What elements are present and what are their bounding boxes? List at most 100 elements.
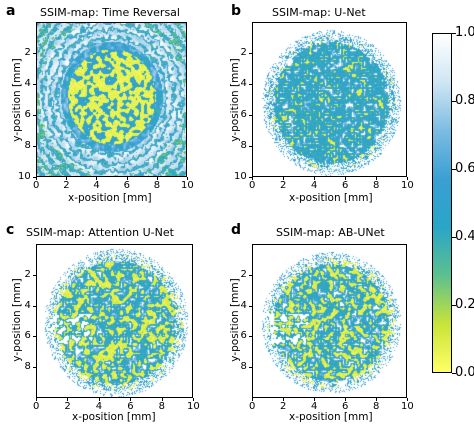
panel-title-b: SSIM-map: U-Net: [272, 6, 366, 19]
y-axis-label-c: y-position [mm]: [11, 278, 23, 362]
panel-a: a SSIM-map: Time Reversal y-position [mm…: [0, 0, 237, 215]
x-tick-mark: [283, 177, 284, 180]
x-tick-mark: [161, 398, 163, 401]
y-tick-label: 6: [24, 330, 31, 342]
y-tick-label: 10: [234, 171, 247, 182]
colorbar: [432, 33, 452, 373]
x-tick-label: 2: [280, 401, 287, 412]
x-axis-label-c: x-position [mm]: [72, 411, 156, 423]
y-tick-label: 4: [240, 78, 247, 89]
x-tick-mark: [193, 398, 194, 401]
x-tick-mark: [36, 398, 37, 401]
colorbar-tick-label: 0.6: [455, 161, 474, 176]
x-tick-mark: [345, 177, 346, 180]
x-tick-label: 4: [311, 180, 318, 191]
y-tick-mark: [249, 53, 252, 54]
x-tick-mark: [36, 177, 37, 180]
y-axis-label-d: y-position [mm]: [229, 278, 241, 362]
heatmap-plot-c: [36, 244, 193, 398]
heatmap-plot-b: [252, 22, 407, 177]
y-tick-label: 2: [240, 268, 247, 280]
y-tick-label: 10: [18, 171, 31, 182]
y-tick-mark: [33, 84, 36, 85]
y-tick-label: 6: [240, 109, 247, 120]
y-tick-label: 8: [240, 361, 247, 373]
y-tick-mark: [249, 274, 252, 276]
x-tick-mark: [126, 177, 128, 180]
x-tick-label: 0: [33, 180, 40, 191]
x-tick-label: 0: [33, 401, 40, 412]
y-tick-label: 4: [24, 299, 31, 311]
x-tick-label: 0: [249, 180, 256, 191]
y-tick-label: 2: [240, 47, 247, 58]
x-tick-label: 6: [127, 401, 134, 412]
x-axis-label-a: x-position [mm]: [68, 192, 152, 204]
y-tick-mark: [33, 146, 36, 147]
colorbar-tick-mark: [452, 237, 456, 238]
panel-c: c SSIM-map: Attention U-Net y-position […: [0, 0, 237, 423]
x-axis-label-d: x-position [mm]: [289, 411, 373, 423]
x-tick-mark: [376, 398, 377, 401]
y-tick-label: 4: [240, 299, 247, 311]
y-tick-label: 2: [24, 47, 31, 58]
x-tick-label: 8: [373, 401, 380, 412]
y-tick-label: 2: [24, 268, 31, 280]
heatmap-canvas-b: [253, 23, 406, 176]
panel-d: d SSIM-map: AB-UNet y-position [mm] x-po…: [0, 0, 414, 423]
x-tick-label: 8: [153, 180, 161, 191]
x-tick-mark: [283, 398, 284, 401]
colorbar-tick-label: 0.0: [455, 365, 474, 380]
y-tick-mark: [33, 115, 36, 116]
y-tick-mark: [249, 177, 252, 178]
x-axis-label-b: x-position [mm]: [289, 192, 373, 204]
panel-title-d: SSIM-map: AB-UNet: [276, 226, 385, 239]
panel-letter-a: a: [6, 3, 16, 19]
x-tick-mark: [407, 398, 408, 401]
x-tick-mark: [156, 177, 158, 180]
x-tick-mark: [407, 177, 408, 180]
panel-letter-d: d: [231, 222, 242, 238]
x-tick-label: 8: [373, 180, 380, 191]
y-tick-mark: [33, 367, 36, 369]
x-tick-label: 6: [123, 180, 130, 191]
y-tick-mark: [249, 305, 252, 307]
heatmap-canvas-a: [37, 23, 186, 176]
x-tick-label: 10: [187, 401, 200, 412]
y-tick-mark: [33, 274, 36, 276]
x-tick-mark: [66, 177, 68, 180]
colorbar-tick-label: 0.4: [455, 229, 474, 244]
x-tick-label: 0: [249, 401, 256, 412]
y-tick-mark: [249, 336, 252, 338]
heatmap-canvas-c: [37, 245, 192, 397]
y-tick-label: 4: [24, 78, 31, 89]
x-tick-label: 2: [280, 180, 287, 191]
x-tick-mark: [98, 398, 100, 401]
x-tick-label: 2: [63, 180, 70, 191]
y-tick-mark: [33, 305, 36, 307]
y-tick-label: 6: [24, 109, 31, 120]
y-tick-mark: [249, 146, 252, 147]
x-tick-mark: [130, 398, 132, 401]
colorbar-tick-mark: [452, 33, 456, 34]
panel-title-a: SSIM-map: Time Reversal: [40, 6, 180, 19]
panel-letter-b: b: [231, 3, 242, 19]
y-tick-mark: [33, 53, 36, 54]
x-tick-mark: [67, 398, 69, 401]
colorbar-tick-label: 0.2: [455, 297, 474, 312]
x-tick-label: 10: [401, 180, 414, 191]
y-tick-label: 8: [24, 140, 31, 151]
y-tick-label: 6: [240, 330, 247, 342]
x-tick-label: 10: [401, 401, 414, 412]
x-tick-label: 6: [342, 180, 349, 191]
x-tick-mark: [252, 398, 253, 401]
x-tick-label: 2: [64, 401, 71, 412]
colorbar-tick-label: 1.0: [455, 25, 474, 40]
y-tick-mark: [33, 336, 36, 338]
colorbar-tick-mark: [452, 373, 456, 374]
x-tick-mark: [314, 398, 315, 401]
y-tick-label: 8: [240, 140, 247, 151]
x-tick-mark: [376, 177, 377, 180]
y-tick-mark: [249, 367, 252, 369]
y-tick-mark: [249, 84, 252, 85]
heatmap-canvas-d: [253, 245, 406, 397]
